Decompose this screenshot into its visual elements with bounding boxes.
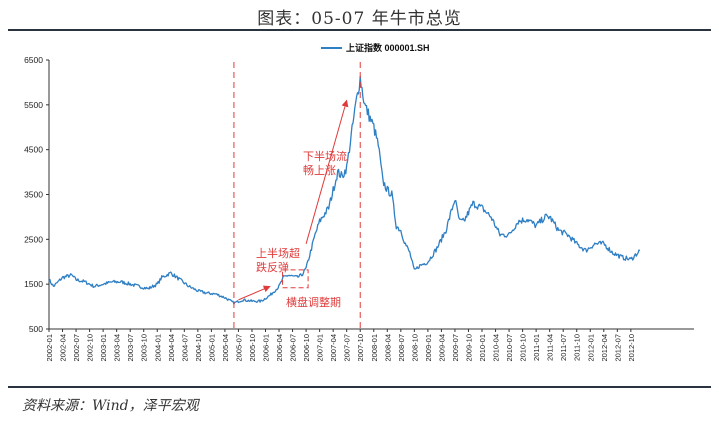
- source-note: 资料来源：Wind，泽平宏观: [22, 398, 199, 414]
- x-tick-label: 2003-01: [99, 334, 108, 362]
- x-tick-label: 2007-10: [356, 334, 365, 362]
- annotation-rebound-line: 上半场超: [256, 246, 300, 260]
- annotation-rebound: 上半场超跌反弹: [256, 246, 300, 274]
- annotation-rally: 下半场流畅上涨: [303, 149, 347, 177]
- x-tick-label: 2009-04: [437, 334, 446, 362]
- page-title: 图表：05-07 年牛市总览: [257, 9, 462, 29]
- x-tick-label: 2004-10: [194, 334, 203, 362]
- x-tick-label: 2005-07: [234, 334, 243, 362]
- x-tick-label: 2009-01: [424, 334, 433, 362]
- y-tick-label: 1500: [24, 279, 43, 289]
- x-tick-label: 2011-04: [546, 334, 555, 361]
- arrow-rebound: [238, 285, 271, 301]
- x-tick-label: 2008-07: [397, 334, 406, 362]
- x-tick-label: 2002-04: [59, 334, 68, 362]
- x-tick-label: 2007-04: [329, 334, 338, 362]
- x-tick-label: 2008-10: [410, 334, 419, 362]
- annotation-rebound-line: 跌反弹: [256, 260, 289, 274]
- x-tick-label: 2005-01: [207, 334, 216, 362]
- annotation-rally-line: 下半场流: [303, 149, 347, 163]
- line-chart: 500 1500 2500 3500 4500 5500 6500 2002-01 2002-0…: [24, 42, 694, 362]
- series-line-shanghai-index: [48, 75, 641, 305]
- x-tick-label: 2010-07: [505, 334, 514, 362]
- bottom-rule: [8, 386, 711, 388]
- annotation-consolidation: 横盘调整期: [286, 295, 341, 309]
- arrow-rally: [305, 99, 349, 244]
- x-tick-label: 2003-04: [113, 334, 122, 362]
- x-tick-label: 2007-01: [316, 334, 325, 362]
- x-tick-label: 2008-04: [383, 334, 392, 362]
- x-tick-label: 2004-04: [167, 334, 176, 362]
- annotation-consolidation-line: 横盘调整期: [286, 295, 341, 309]
- x-tick-label: 2004-01: [153, 334, 162, 362]
- x-tick-label: 2004-07: [180, 334, 189, 362]
- annotation-rally-line: 畅上涨: [303, 163, 336, 177]
- x-tick-label: 2010-04: [492, 334, 501, 362]
- y-tick-label: 4500: [24, 145, 43, 155]
- y-tick-label: 5500: [24, 100, 43, 110]
- x-tick-label: 2012-10: [627, 334, 636, 362]
- x-tick-label: 2002-01: [45, 334, 54, 362]
- x-tick-label: 2011-10: [573, 334, 582, 361]
- x-tick-label: 2008-01: [370, 334, 379, 362]
- x-tick-label: 2012-01: [586, 334, 595, 362]
- x-tick-label: 2003-10: [140, 334, 149, 362]
- y-tick-label: 2500: [24, 234, 43, 244]
- x-tick-label: 2007-07: [343, 334, 352, 362]
- x-tick-label: 2011-07: [559, 334, 568, 361]
- top-rule: [8, 29, 711, 31]
- x-tick-label: 2010-10: [519, 334, 528, 362]
- x-tick-label: 2002-07: [72, 334, 81, 362]
- y-tick-label: 6500: [24, 55, 43, 65]
- x-tick-label: 2002-10: [86, 334, 95, 362]
- x-tick-label: 2005-04: [221, 334, 230, 362]
- x-tick-label: 2006-04: [275, 334, 284, 362]
- y-tick-label: 3500: [24, 190, 43, 200]
- x-tick-label: 2006-10: [302, 334, 311, 362]
- x-tick-label: 2012-04: [600, 334, 609, 362]
- consolidation-box: [282, 269, 309, 289]
- legend: 上证指数 000001.SH: [321, 42, 430, 53]
- x-tick-label: 2011-01: [532, 334, 541, 361]
- x-tick-label: 2009-07: [451, 334, 460, 362]
- legend-label: 上证指数 000001.SH: [346, 42, 430, 53]
- x-tick-label: 2005-10: [248, 334, 257, 362]
- x-tick-label: 2010-01: [478, 334, 487, 362]
- x-tick-label: 2009-10: [464, 334, 473, 362]
- x-tick-label: 2006-07: [289, 334, 298, 362]
- x-tick-label: 2006-01: [262, 334, 271, 362]
- y-tick-label: 500: [29, 324, 43, 334]
- x-tick-label: 2003-07: [126, 334, 135, 362]
- x-tick-label: 2012-07: [613, 334, 622, 362]
